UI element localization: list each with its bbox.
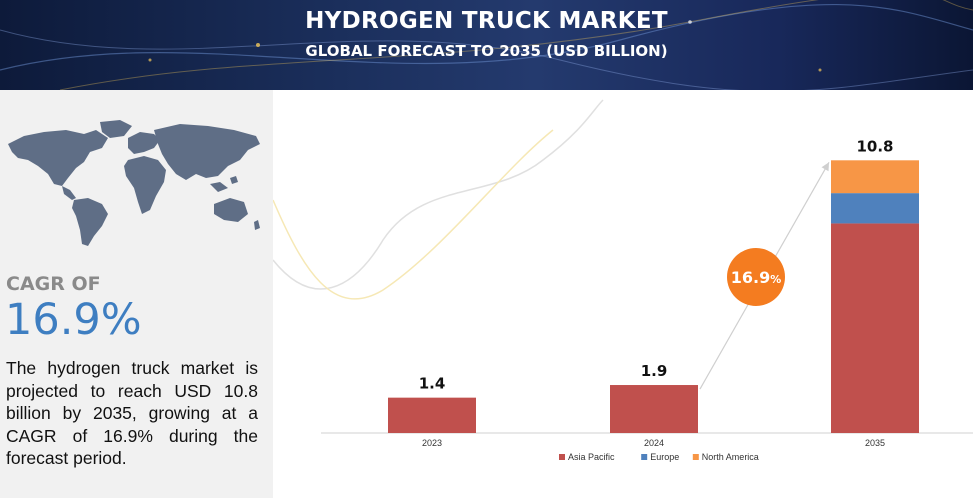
- header-light-trails: [0, 0, 973, 90]
- bar-north-america-2035: [831, 160, 919, 194]
- chart-legend: Asia Pacific Europe North America: [559, 452, 759, 462]
- data-label-total: 10.8: [856, 137, 893, 155]
- x-tick-label: 2035: [865, 438, 885, 448]
- cagr-value: 16.9%: [5, 295, 142, 345]
- cagr-badge-circle: [727, 248, 785, 306]
- chart-area: 2023 2024 2035 1.4 1.9 10.8 16.9% Asia Pacif…: [273, 90, 973, 498]
- legend-label-asia-pacific: Asia Pacific: [568, 452, 615, 462]
- legend-label-north-america: North America: [702, 452, 759, 462]
- page-title: HYDROGEN TRUCK MARKET: [305, 8, 668, 34]
- bar-asia-pacific-2035: [831, 223, 919, 433]
- bar-europe-2035: [831, 193, 919, 224]
- x-tick-label: 2023: [422, 438, 442, 448]
- data-label-total: 1.4: [419, 375, 446, 393]
- cagr-arrow-head: [821, 162, 829, 172]
- cagr-badge-suffix: %: [770, 273, 781, 286]
- market-description: The hydrogen truck market is projected t…: [6, 358, 258, 468]
- legend-label-europe: Europe: [650, 452, 679, 462]
- cagr-badge: 16.9%: [699, 162, 830, 390]
- summary-panel: CAGR OF 16.9% The hydrogen truck market …: [0, 90, 273, 498]
- legend-swatch-north-america: [692, 454, 699, 460]
- stacked-bar-chart: 2023 2024 2035 1.4 1.9 10.8 16.9% Asia Pacif…: [273, 99, 973, 462]
- decorative-swooshes: [273, 99, 604, 300]
- header-banner: HYDROGEN TRUCK MARKET GLOBAL FORECAST TO…: [0, 0, 973, 90]
- cagr-badge-label: 16.9%: [731, 268, 782, 287]
- page-subtitle: GLOBAL FORECAST TO 2035 (USD BILLION): [305, 42, 668, 60]
- legend-swatch-asia-pacific: [559, 454, 565, 460]
- world-map-icon: [8, 120, 260, 246]
- bar-asia-pacific-2024: [610, 385, 698, 433]
- cagr-label: CAGR OF: [6, 273, 101, 295]
- data-label-total: 1.9: [641, 362, 668, 380]
- legend-swatch-europe: [641, 454, 648, 460]
- cagr-badge-value: 16.9: [731, 268, 770, 287]
- bar-asia-pacific-2023: [388, 397, 476, 433]
- x-tick-label: 2024: [644, 438, 664, 448]
